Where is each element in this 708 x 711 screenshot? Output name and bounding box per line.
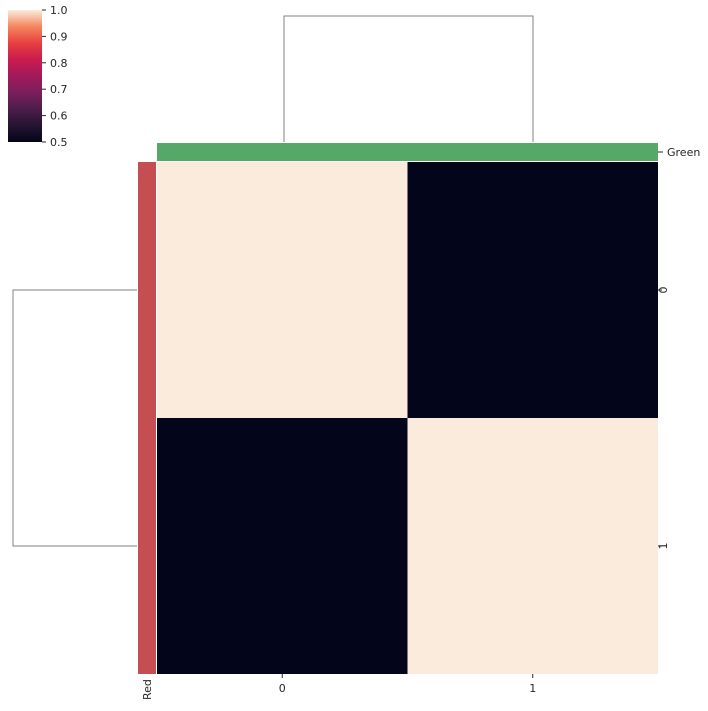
- colorbar-gradient: [8, 10, 42, 142]
- row-dendrogram: [12, 289, 137, 547]
- colorbar: 0.5 0.6 0.7 0.8 0.9 1.0: [8, 4, 68, 149]
- heatmap-cell: [407, 418, 658, 674]
- x-tick-label: 1: [529, 682, 536, 695]
- heatmap-cell: [407, 162, 658, 418]
- heatmap-cell: [157, 418, 408, 674]
- column-color-strip: [157, 143, 658, 161]
- row-dendrogram-link: [12, 289, 137, 547]
- row-color-label: Red: [141, 679, 154, 700]
- colorbar-tick-label: 1.0: [50, 4, 68, 17]
- colorbar-tick-label: 0.7: [50, 83, 68, 96]
- y-tick-label: 0: [657, 287, 670, 294]
- x-tick-label: 0: [279, 682, 286, 695]
- heatmap-cells: [157, 162, 658, 674]
- colorbar-tick-label: 0.9: [50, 30, 68, 43]
- colorbar-tick-label: 0.5: [50, 136, 68, 149]
- column-color-label: Green: [667, 146, 700, 159]
- y-axis-ticks: 01: [657, 287, 670, 550]
- y-tick-label: 1: [657, 543, 670, 550]
- column-color-label-group: Green: [658, 146, 700, 159]
- colorbar-tick-label: 0.8: [50, 57, 68, 70]
- heatmap-cell: [157, 162, 408, 418]
- column-dendrogram: [283, 15, 534, 142]
- column-dendrogram-link: [283, 15, 534, 142]
- colorbar-tick-label: 0.6: [50, 110, 68, 123]
- colorbar-ticks: 0.5 0.6 0.7 0.8 0.9 1.0: [42, 4, 68, 149]
- row-color-strip: [138, 162, 156, 674]
